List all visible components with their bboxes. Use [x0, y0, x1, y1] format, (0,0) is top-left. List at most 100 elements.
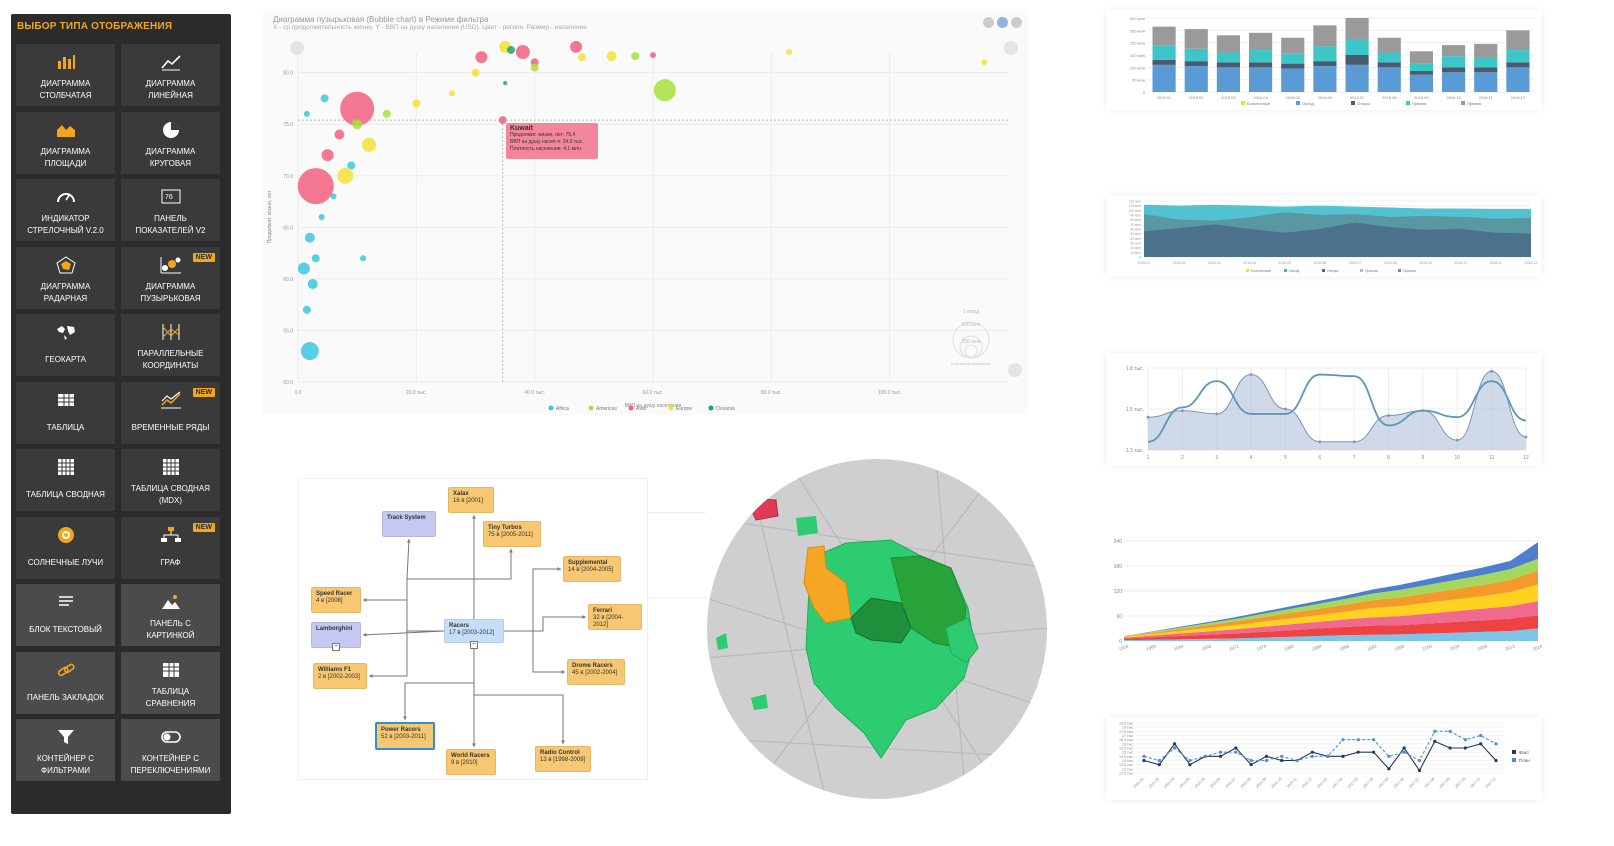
- graph-node-sublabel: 16 в [2001]: [453, 498, 483, 504]
- bubble-point: [507, 45, 515, 54]
- legend-label: Отпуск: [1357, 101, 1370, 106]
- graph-node-track[interactable]: Track System: [382, 511, 436, 537]
- x-tick-label: 2016.05: [1194, 777, 1206, 789]
- x-tick-label: 1988: [1339, 643, 1351, 651]
- graph-node-sublabel: 14 в [2004-2005]: [568, 567, 614, 573]
- chart-type-label: ТАБЛИЦА СВОДНАЯ: [26, 490, 105, 499]
- bar-segment: [1377, 67, 1401, 92]
- geo-map[interactable]: [706, 458, 1048, 800]
- chart-type-label: ТАБЛИЦА СРАВНЕНИЯ: [145, 686, 196, 708]
- data-point: [1173, 742, 1177, 746]
- graph-node-racers[interactable]: Racers 17 в [2003-2012]: [444, 619, 504, 643]
- chart-type-tile[interactable]: КОНТЕЙНЕР С ПЕРЕКЛЮЧЕНИЯМИ: [121, 719, 220, 781]
- data-point: [1142, 754, 1146, 758]
- bubble-chart-subtitle: X - ср.продолжительность жизни, Y - ВВП …: [273, 24, 587, 31]
- legend-marker: [1512, 758, 1516, 762]
- chart-type-tile[interactable]: ТАБЛИЦА СРАВНЕНИЯ: [121, 651, 220, 714]
- pan-handle[interactable]: [1008, 363, 1022, 377]
- bar-segment: [1409, 63, 1433, 72]
- graph-node-williams[interactable]: Williams F1 2 в [2002-2003]: [313, 663, 367, 689]
- chart-type-tile[interactable]: ДИАГРАММА ПЛОЩАДИ: [16, 111, 115, 174]
- legend-label: Oceania: [716, 406, 735, 412]
- data-point: [1371, 738, 1376, 742]
- pan-handle[interactable]: [1004, 41, 1018, 55]
- legend-label: Больничный: [1247, 101, 1270, 106]
- image-panel-icon: [121, 592, 220, 612]
- tooltip-line: ВВП на душу насел-я: 34,6 тыс.: [510, 139, 584, 145]
- graph-node-ferrari[interactable]: Ferrari 32 в [2004-2012]: [588, 604, 642, 630]
- graph-node-label: Tiny Turbos: [488, 525, 522, 531]
- graph-node-xalax[interactable]: Xalax 16 в [2001]: [448, 487, 494, 513]
- graph-node-label: Supplemental: [568, 560, 608, 566]
- stacked-area-panel: 240 180 120 60 0 1956 1960 1964 1968 1972 1976 1980…: [1106, 523, 1544, 655]
- data-point: [1310, 750, 1314, 754]
- graph-arrow: [509, 549, 513, 553]
- bubble-point: [471, 68, 480, 77]
- y-tick-label: 150 млн: [1130, 53, 1145, 58]
- graph-arrow: [369, 674, 373, 678]
- graph-node-tiny[interactable]: Tiny Turbos 75 в [2005-2011]: [483, 521, 541, 547]
- bar-segment: [1216, 52, 1240, 63]
- chart-type-tile[interactable]: ДИАГРАММА СТОЛБЧАТАЯ: [16, 44, 115, 106]
- graph-node-radio[interactable]: Radio Control 13 в [1998-2009]: [535, 746, 591, 772]
- chart-type-tile[interactable]: КОНТЕЙНЕР С ФИЛЬТРАМИ: [16, 719, 115, 781]
- chart-type-tile[interactable]: ПАНЕЛЬ С КАРТИНКОЙ: [121, 584, 220, 646]
- x-tick-label: 2016.06: [1209, 777, 1221, 789]
- graph-node-power[interactable]: Power Racers 52 в [2003-2011]: [375, 722, 435, 750]
- chart-type-tile[interactable]: ПАНЕЛЬ ЗАКЛАДОК: [16, 651, 115, 714]
- bubble-point: [300, 342, 319, 361]
- pie-chart-icon: [121, 120, 220, 140]
- y-tick-label: 14 тыс.: [1122, 759, 1134, 763]
- bar-segment: [1313, 46, 1337, 62]
- chart-type-tile[interactable]: ГЕОКАРТА: [16, 314, 115, 376]
- x-tick-label: 4: [1250, 455, 1253, 461]
- graph-node-drome[interactable]: Drome Racers 45 в [2002-2004]: [567, 659, 625, 685]
- chart-type-tile[interactable]: 76 ПАНЕЛЬ ПОКАЗАТЕЛЕЙ V2: [121, 179, 220, 241]
- data-point: [1387, 414, 1390, 417]
- y-tick-label: 110 млн: [1129, 204, 1141, 208]
- legend-marker: [1461, 101, 1465, 105]
- y-tick-label: 50 млн: [1132, 78, 1145, 83]
- chart-type-tile[interactable]: ДИАГРАММА ПУЗЫРЬКОВАЯ NEW: [121, 246, 220, 309]
- data-point: [1356, 738, 1360, 742]
- chart-type-tile[interactable]: ВРЕМЕННЫЕ РЯДЫ NEW: [121, 381, 220, 444]
- bar-segment: [1281, 37, 1305, 54]
- graph-node-speed[interactable]: Speed Racer 4 в [2008]: [311, 587, 361, 613]
- new-badge: NEW: [192, 387, 215, 397]
- bubble-point: [578, 53, 586, 62]
- chart-type-tile[interactable]: ДИАГРАММА КРУГОВАЯ: [121, 111, 220, 174]
- collapse-toggle-button[interactable]: −: [470, 641, 478, 649]
- chart-type-tile[interactable]: ИНДИКАТОР СТРЕЛОЧНЫЙ V.2.0: [16, 179, 115, 241]
- x-tick-label: 2016.01: [1157, 95, 1172, 100]
- pan-handle[interactable]: [290, 41, 304, 55]
- data-point: [1402, 750, 1406, 754]
- x-tick-label: 2017.06: [1393, 777, 1405, 789]
- x-tick-label: 3: [1215, 455, 1218, 461]
- bar-segment: [1474, 72, 1498, 92]
- data-point: [1234, 746, 1238, 750]
- line-series: [1147, 373, 1527, 443]
- zoom-out-button[interactable]: [983, 17, 994, 28]
- chart-type-tile[interactable]: ТАБЛИЦА СВОДНАЯ: [16, 449, 115, 511]
- chart-type-tile[interactable]: ТАБЛИЦА: [16, 381, 115, 444]
- chart-type-tile[interactable]: БЛОК ТЕКСТОВЫЙ: [16, 584, 115, 646]
- bar-segment: [1442, 45, 1466, 57]
- legend-label: Премия: [1403, 269, 1416, 273]
- chart-type-tile[interactable]: СОЛНЕЧНЫЕ ЛУЧИ: [16, 516, 115, 579]
- bar-segment: [1506, 67, 1530, 92]
- graph-node-supp[interactable]: Supplemental 14 в [2004-2005]: [563, 556, 621, 582]
- graph-node-world[interactable]: World Racers 9 в [2010]: [446, 749, 496, 775]
- pivot-mdx-icon: [121, 457, 220, 477]
- chart-type-tile[interactable]: ДИАГРАММА ЛИНЕЙНАЯ: [121, 44, 220, 106]
- zoom-reset-button[interactable]: [997, 17, 1008, 28]
- collapse-toggle-button[interactable]: −: [332, 643, 340, 651]
- legend-label: Asia: [636, 406, 646, 412]
- legend-label: Americas: [596, 406, 617, 412]
- chart-type-tile[interactable]: ГРАФ NEW: [121, 516, 220, 579]
- chart-type-tile[interactable]: ПАРАЛЛЕЛЬНЫЕ КООРДИНАТЫ: [121, 314, 220, 376]
- zoom-in-button[interactable]: [1011, 17, 1022, 28]
- chart-type-tile[interactable]: ДИАГРАММА РАДАРНАЯ: [16, 246, 115, 309]
- x-tick-label: 2016: [1532, 643, 1542, 651]
- compare-table-icon: [121, 660, 220, 680]
- chart-type-tile[interactable]: ТАБЛИЦА СВОДНАЯ (MDX): [121, 449, 220, 511]
